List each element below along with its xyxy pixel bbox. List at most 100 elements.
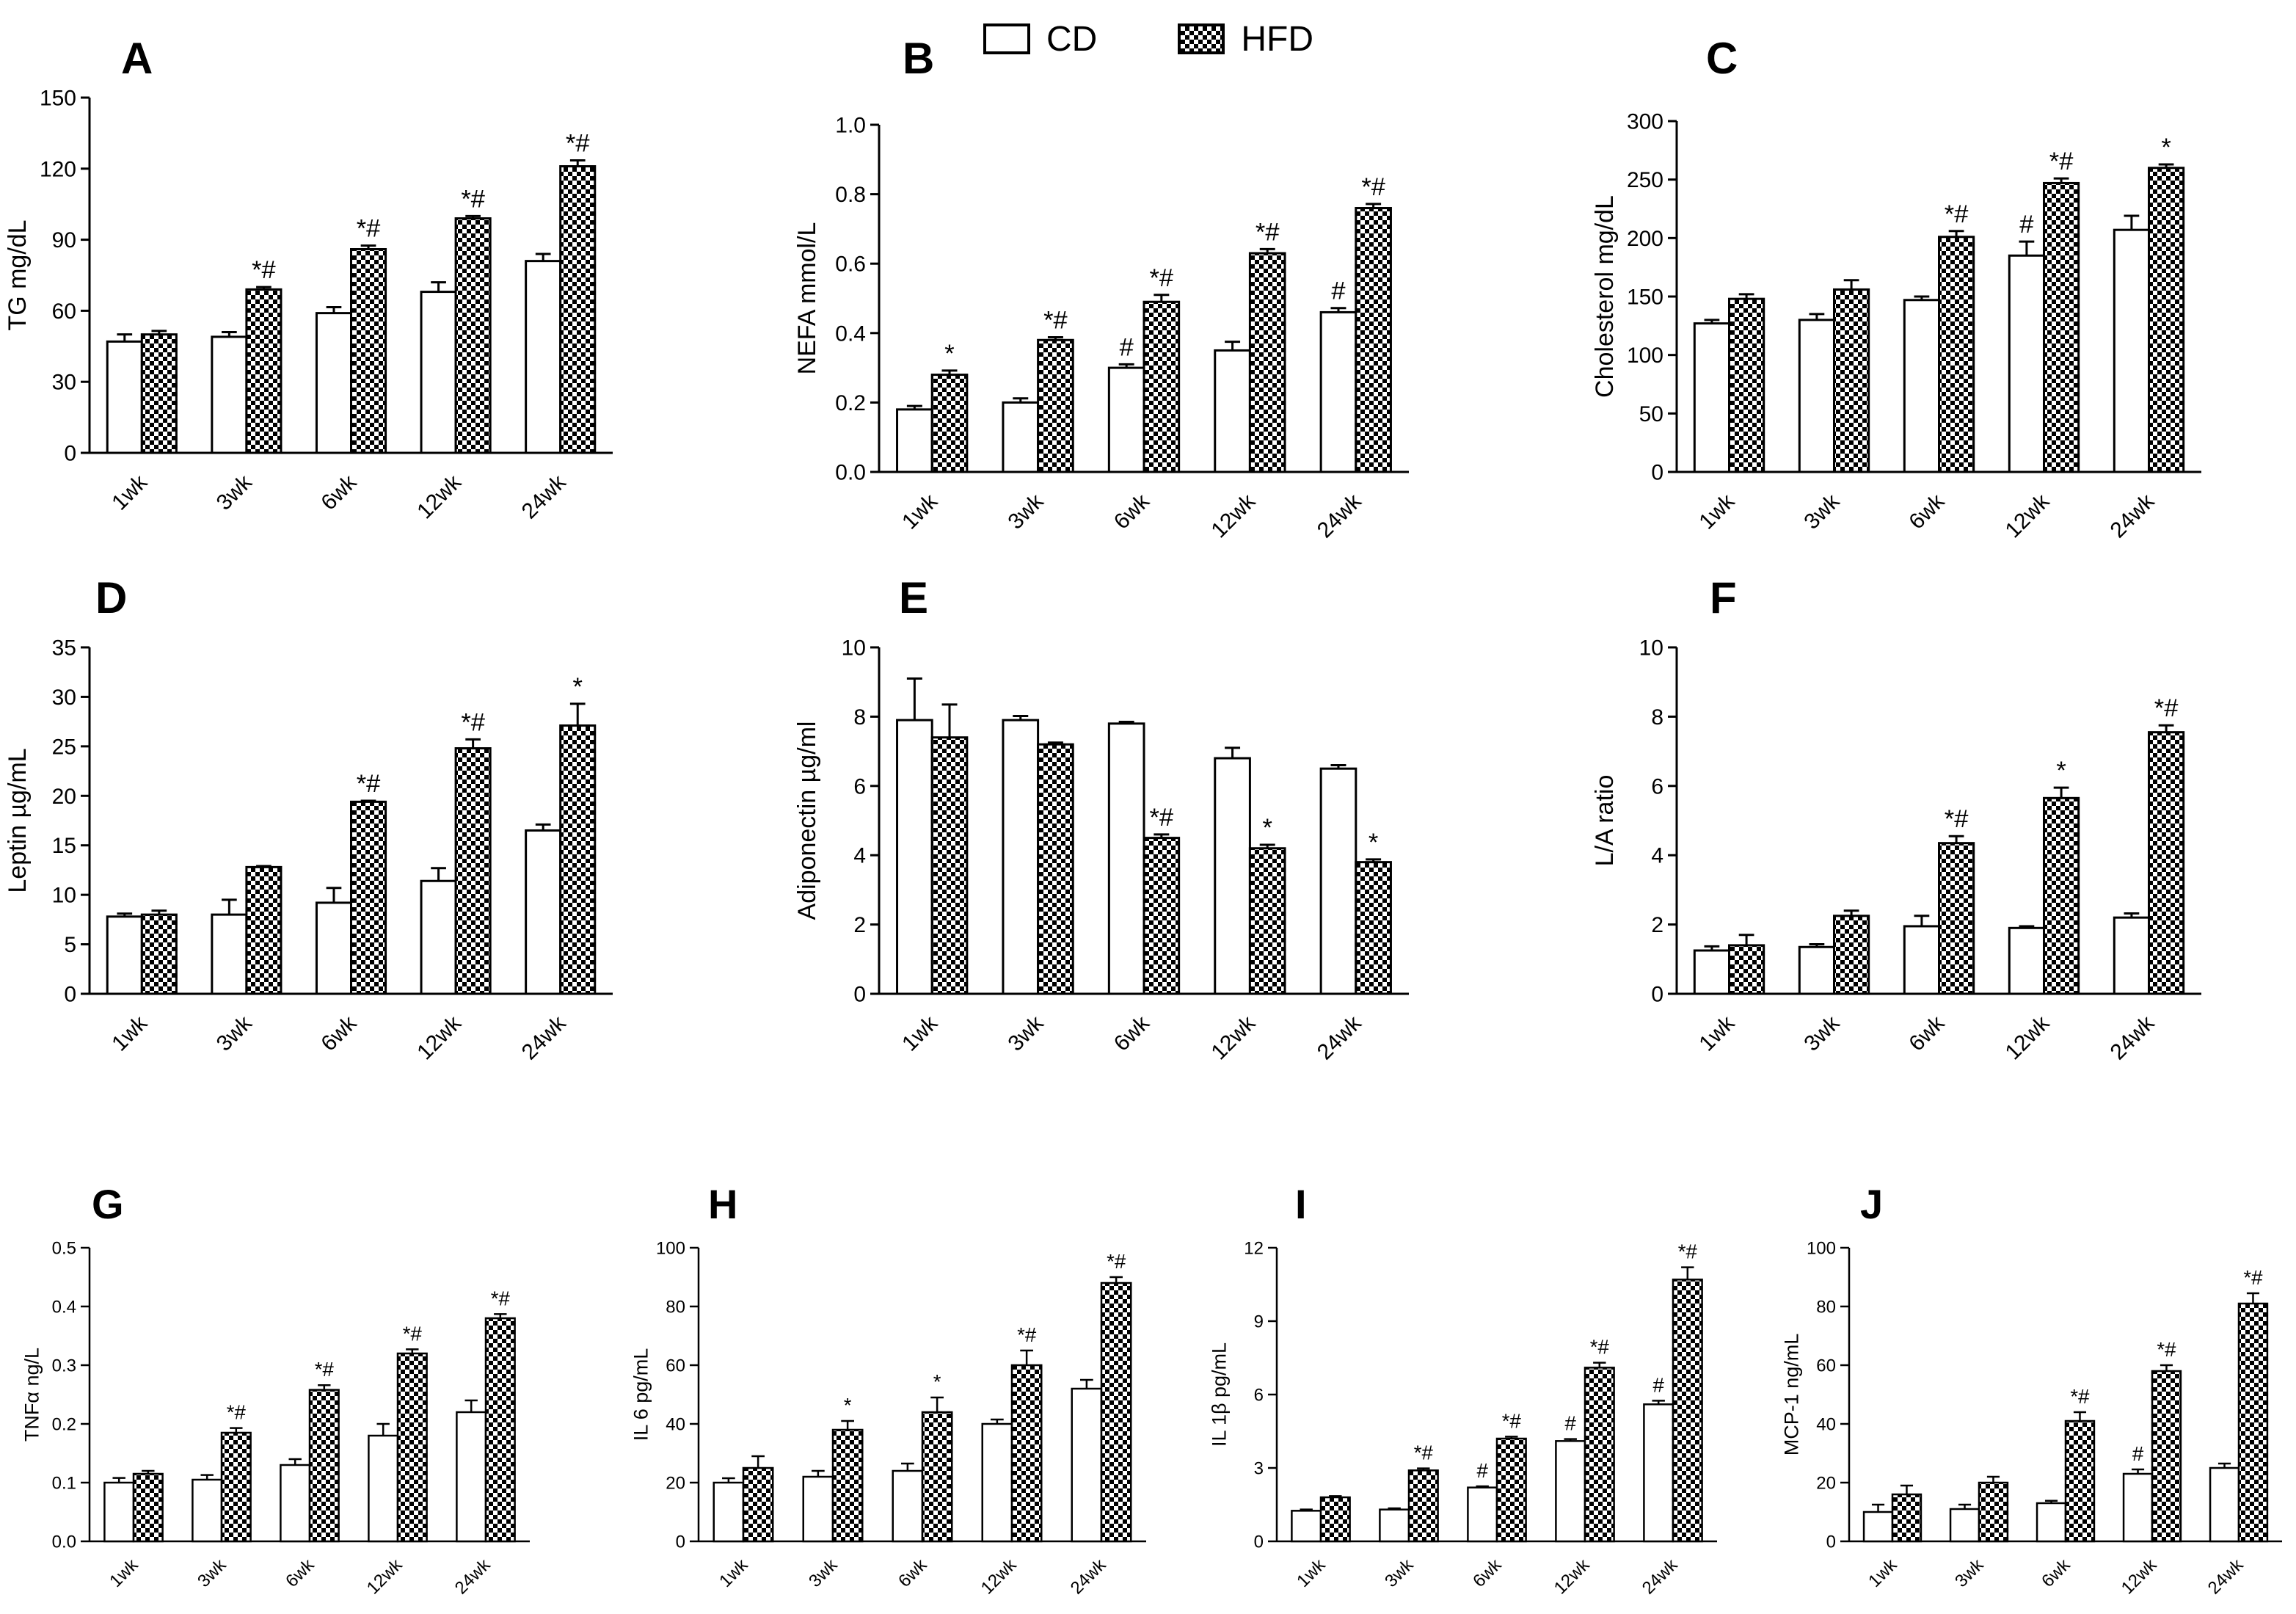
y-tick-label: 12	[1244, 1238, 1264, 1258]
y-tick-label: 0.5	[52, 1238, 76, 1258]
y-axis-label: IL 1β pg/mL	[1208, 1342, 1230, 1447]
significance-label: *	[933, 1370, 941, 1393]
bar-cd	[280, 1464, 311, 1543]
x-tick-label: 6wk	[1904, 1011, 1950, 1056]
bar-hfd	[1407, 1469, 1439, 1543]
y-tick-label: 9	[1254, 1312, 1264, 1331]
bar-cd	[315, 901, 352, 995]
legend-item-cd: CD	[983, 19, 1097, 59]
y-tick-label: 4	[853, 844, 866, 868]
x-tick-label: 12wk	[1550, 1555, 1594, 1598]
x-tick-label: 6wk	[1904, 489, 1950, 534]
bar-hfd	[1037, 743, 1074, 995]
y-tick-label: 40	[666, 1414, 685, 1434]
x-tick-label: 1wk	[107, 470, 153, 515]
significance-label: *#	[1502, 1409, 1522, 1432]
y-axis-label: Adiponectin µg/ml	[793, 721, 821, 920]
x-tick-label: 3wk	[1381, 1555, 1418, 1591]
x-tick-label: 12wk	[977, 1555, 1021, 1598]
y-tick-label: 20	[666, 1473, 685, 1493]
x-tick-label: 3wk	[212, 1011, 258, 1056]
significance-label: *	[944, 340, 954, 368]
x-tick-label: 1wk	[107, 1011, 153, 1056]
bar-cd	[1214, 349, 1251, 473]
y-tick-label: 90	[52, 228, 76, 252]
y-tick-label: 30	[52, 371, 76, 395]
bar-hfd	[350, 800, 387, 995]
bar-cd	[2008, 254, 2046, 473]
bar-cd	[1555, 1440, 1586, 1543]
x-tick-label: 6wk	[282, 1555, 318, 1591]
bar-hfd	[1100, 1282, 1132, 1543]
bar-hfd	[921, 1411, 953, 1543]
legend-swatch-cd	[983, 23, 1030, 54]
x-tick-label: 3wk	[1951, 1555, 1988, 1591]
chart-panel-d: D 0 5 10 15 20 25 30 35 Leptin µg/mL 1wk 3wk *# 6wk *#…	[4, 573, 613, 1064]
y-axis-label: Leptin µg/mL	[4, 748, 32, 893]
x-tick-label: 1wk	[1865, 1555, 1901, 1591]
y-tick-label: 0	[1254, 1532, 1264, 1552]
significance-label: *#	[1043, 306, 1068, 334]
x-tick-label: 24wk	[1313, 489, 1367, 543]
y-tick-label: 4	[1651, 844, 1663, 868]
bar-hfd	[742, 1466, 774, 1543]
bar-cd	[420, 879, 457, 995]
y-tick-label: 10	[52, 884, 76, 908]
x-tick-label: 24wk	[2106, 1011, 2160, 1065]
bar-hfd	[245, 288, 283, 454]
bar-cd	[103, 1481, 135, 1543]
y-axis-label: TG mg/dL	[4, 219, 32, 330]
bar-hfd	[2151, 1370, 2182, 1543]
bar-hfd	[1248, 252, 1286, 473]
y-tick-label: 50	[1639, 402, 1663, 426]
chart-panel-b: B 0.0 0.2 0.4 0.6 0.8 1.0 NEFA mmol/L * 1wk *# 3wk #…	[793, 34, 1409, 542]
bar-cd	[456, 1411, 487, 1543]
bar-cd	[2113, 228, 2151, 473]
x-tick-label: 24wk	[517, 470, 572, 524]
y-tick-label: 0.0	[52, 1532, 76, 1552]
y-tick-label: 0	[64, 442, 76, 466]
bar-hfd	[1728, 297, 1765, 473]
bar-hfd	[1978, 1481, 2009, 1543]
chart-panel-e: E 0 2 4 6 8 10 Adiponectin µg/ml 1wk 3wk *# 6wk * 12w…	[793, 573, 1409, 1064]
x-tick-label: 1wk	[897, 1011, 943, 1056]
significance-label: *#	[1017, 1323, 1037, 1346]
bar-hfd	[308, 1389, 340, 1543]
bar-cd	[1903, 299, 1941, 473]
bar-cd	[1693, 949, 1731, 995]
y-tick-label: 6	[853, 774, 866, 799]
bar-hfd	[220, 1431, 252, 1543]
bar-hfd	[454, 747, 492, 995]
x-tick-label: 1wk	[106, 1555, 142, 1591]
legend-item-hfd: HFD	[1178, 19, 1313, 59]
y-tick-label: 300	[1627, 110, 1663, 134]
x-tick-label: 24wk	[451, 1555, 495, 1598]
x-tick-label: 12wk	[2118, 1555, 2161, 1598]
x-tick-label: 12wk	[2001, 489, 2055, 543]
x-tick-label: 6wk	[894, 1555, 931, 1591]
bar-hfd	[1495, 1437, 1527, 1543]
y-tick-label: 0.4	[52, 1297, 76, 1317]
significance-label: *#	[1590, 1336, 1610, 1359]
bar-cd	[1071, 1387, 1103, 1543]
chart-panel-a: A 0 30 60 90 120 150 TG mg/dL 1wk *# 3wk *# 6wk *# 12w…	[4, 34, 613, 523]
x-tick-label: 3wk	[1799, 1011, 1845, 1056]
y-tick-label: 0	[64, 983, 76, 1007]
panel-letter-g: G	[92, 1181, 124, 1227]
y-axis-label: TNFα ng/L	[21, 1348, 43, 1442]
significance-label: *#	[2154, 694, 2179, 722]
y-tick-label: 0.4	[835, 321, 866, 346]
bar-hfd	[140, 333, 178, 454]
y-tick-label: 60	[666, 1356, 685, 1375]
x-tick-label: 12wk	[412, 1011, 467, 1065]
bar-cd	[2122, 1472, 2154, 1543]
bar-hfd	[2148, 167, 2185, 473]
significance-label: *#	[1361, 173, 1385, 201]
chart-panel-i: I 0 3 6 9 12 IL 1β pg/mL 1wk *# 3wk # *# 6wk # *# 12wk #…	[1208, 1181, 1717, 1598]
significance-label: *#	[357, 215, 381, 243]
significance-label: *#	[1414, 1442, 1434, 1464]
bar-hfd	[1248, 847, 1286, 995]
bar-cd	[896, 719, 933, 995]
bar-cd	[106, 340, 143, 454]
bar-hfd	[140, 913, 178, 995]
